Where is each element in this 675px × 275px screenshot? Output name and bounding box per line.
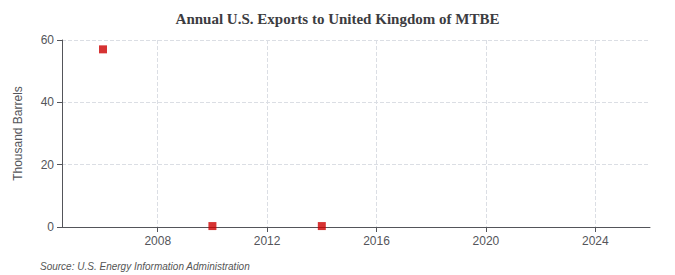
- svg-text:0: 0: [47, 220, 54, 234]
- svg-text:60: 60: [41, 33, 55, 47]
- svg-text:2008: 2008: [144, 234, 171, 248]
- svg-text:2016: 2016: [363, 234, 390, 248]
- svg-text:20: 20: [41, 158, 55, 172]
- svg-text:2020: 2020: [473, 234, 500, 248]
- svg-text:2012: 2012: [254, 234, 281, 248]
- svg-text:Annual U.S. Exports to United: Annual U.S. Exports to United Kingdom of…: [176, 11, 500, 27]
- svg-text:Thousand Barrels: Thousand Barrels: [11, 86, 25, 181]
- svg-text:40: 40: [41, 95, 55, 109]
- svg-text:2024: 2024: [582, 234, 609, 248]
- svg-text:Source: U.S. Energy Informatio: Source: U.S. Energy Information Administ…: [40, 261, 250, 272]
